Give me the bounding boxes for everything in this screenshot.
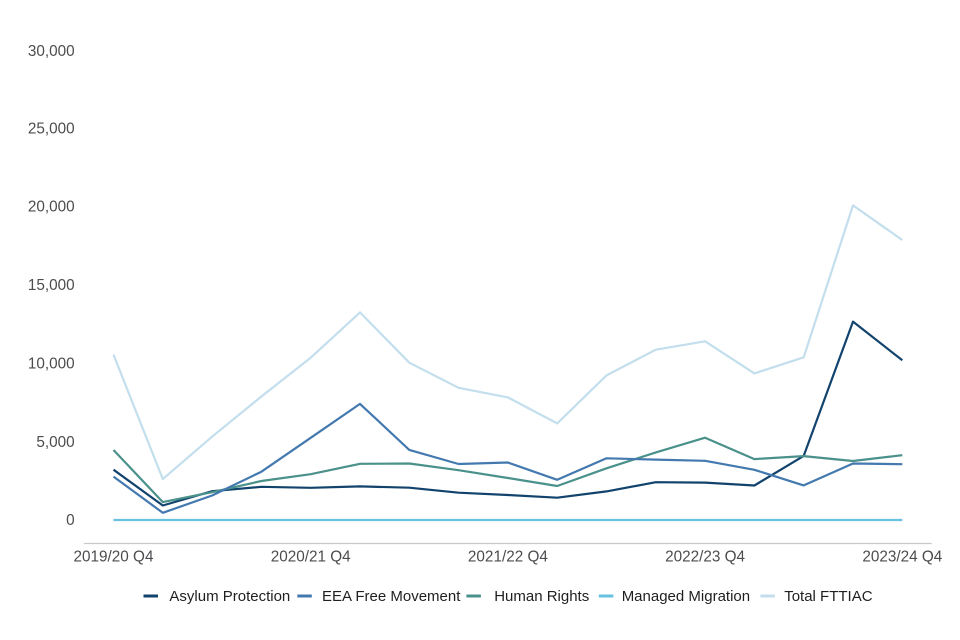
svg-text:Managed Migration: Managed Migration xyxy=(622,588,750,605)
svg-text:2022/23 Q4: 2022/23 Q4 xyxy=(665,549,745,566)
svg-text:2020/21 Q4: 2020/21 Q4 xyxy=(271,549,351,566)
svg-text:30,000: 30,000 xyxy=(28,43,75,60)
svg-text:10,000: 10,000 xyxy=(28,356,75,373)
svg-text:EEA Free Movement: EEA Free Movement xyxy=(322,588,461,605)
svg-text:Total FTTIAC: Total FTTIAC xyxy=(784,588,873,605)
svg-text:15,000: 15,000 xyxy=(28,277,75,294)
svg-text:Human Rights: Human Rights xyxy=(494,588,589,605)
svg-text:2019/20 Q4: 2019/20 Q4 xyxy=(74,549,154,566)
svg-text:25,000: 25,000 xyxy=(28,121,75,138)
svg-text:0: 0 xyxy=(66,512,75,529)
svg-text:Asylum Protection: Asylum Protection xyxy=(169,588,290,605)
svg-text:2023/24 Q4: 2023/24 Q4 xyxy=(862,549,942,566)
svg-text:5,000: 5,000 xyxy=(36,434,74,451)
svg-text:20,000: 20,000 xyxy=(28,199,75,216)
svg-text:2021/22 Q4: 2021/22 Q4 xyxy=(468,549,548,566)
